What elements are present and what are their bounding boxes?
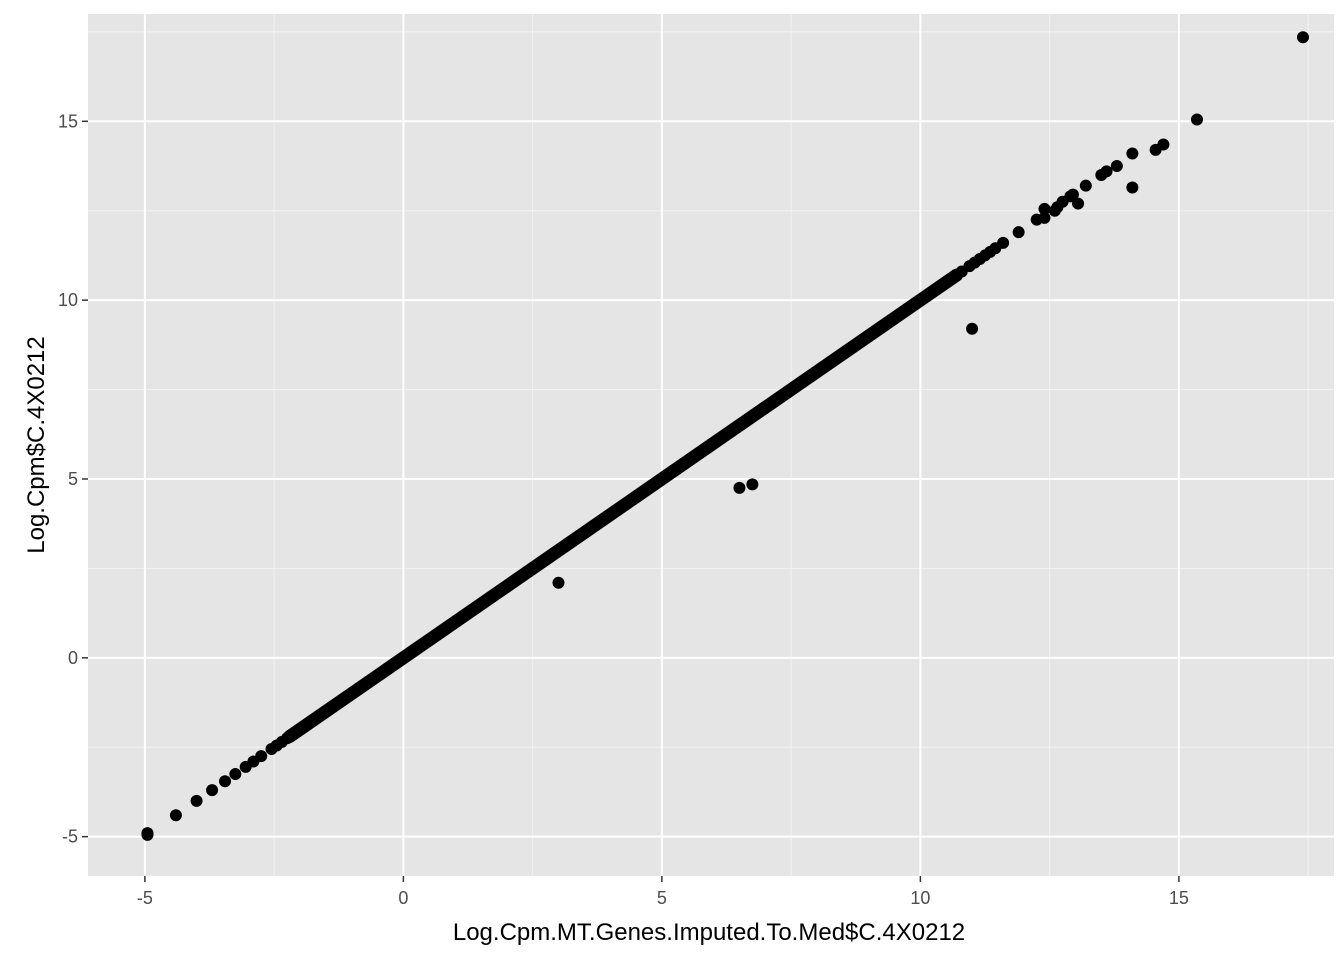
- x-axis: -5 0 5 10 15: [137, 876, 1189, 908]
- data-point: [169, 809, 182, 822]
- data-point: [255, 750, 268, 763]
- data-point: [206, 784, 219, 797]
- data-point: [1110, 160, 1123, 173]
- y-tick-label: 15: [58, 111, 78, 131]
- x-tick-label: 15: [1169, 888, 1189, 908]
- data-point: [1126, 147, 1139, 160]
- y-tick-label: 10: [58, 290, 78, 310]
- x-tick-label: 10: [910, 888, 930, 908]
- data-point: [1190, 113, 1203, 126]
- y-tick-label: 0: [68, 648, 78, 668]
- data-point: [1072, 197, 1085, 210]
- data-point: [281, 732, 294, 745]
- x-axis-title: Log.Cpm.MT.Genes.Imputed.To.Med$C.4X0212: [453, 919, 965, 946]
- data-point: [1296, 31, 1309, 44]
- data-point: [219, 775, 232, 788]
- data-point: [1079, 179, 1092, 192]
- data-point: [746, 478, 759, 491]
- x-tick-label: 0: [398, 888, 408, 908]
- data-point: [1157, 138, 1170, 151]
- grid-minor-lines: [88, 14, 1334, 876]
- data-point: [1038, 202, 1051, 215]
- y-axis-title: Log.Cpm$C.4X0212: [23, 336, 50, 553]
- data-point: [1100, 165, 1113, 178]
- grid-major-lines: [88, 14, 1334, 876]
- data-point: [966, 322, 979, 335]
- data-point: [141, 827, 154, 840]
- data-point: [1066, 188, 1079, 201]
- data-point: [190, 794, 203, 807]
- data-point: [552, 576, 565, 589]
- data-point: [229, 768, 242, 781]
- data-point: [733, 481, 746, 494]
- y-tick-label: 5: [68, 469, 78, 489]
- data-point: [1012, 226, 1025, 239]
- x-tick-label: -5: [137, 888, 153, 908]
- data-point: [1038, 211, 1051, 224]
- diagonal-point-band: [283, 268, 964, 744]
- data-points: [141, 31, 1309, 841]
- x-tick-label: 5: [657, 888, 667, 908]
- data-point: [1126, 181, 1139, 194]
- y-tick-label: -5: [62, 827, 78, 847]
- y-axis: -5 0 5 10 15: [58, 111, 88, 847]
- data-point: [997, 236, 1010, 249]
